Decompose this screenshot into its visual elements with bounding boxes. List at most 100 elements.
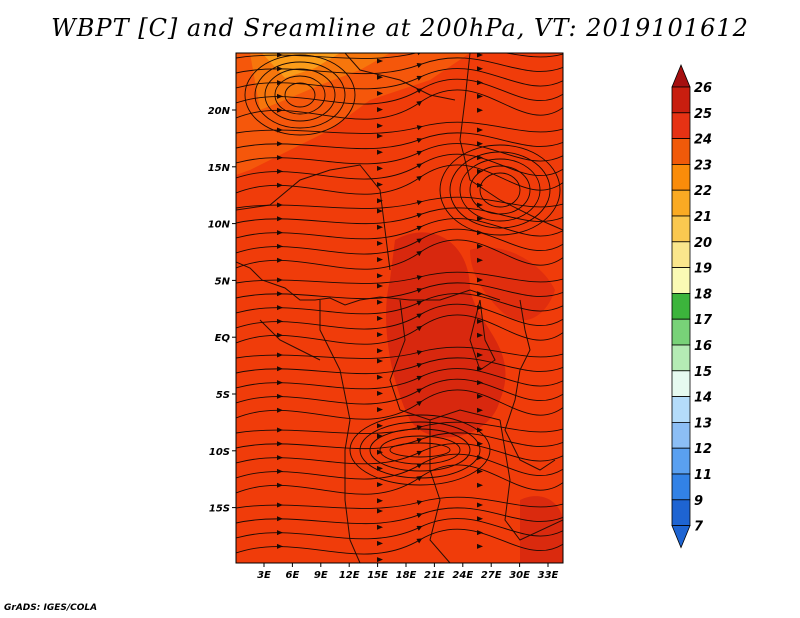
streamline-arrow [277,155,283,161]
streamline [236,196,563,209]
streamline-arrow [277,482,283,488]
streamline-arrow [377,299,383,305]
streamline [236,507,563,525]
streamline-arrow [377,149,383,155]
streamline-arrow [277,393,283,399]
streamline-arrow [377,74,383,80]
streamline [236,518,563,540]
lat-label: EQ [215,333,231,344]
streamline [236,314,563,345]
streamline-arrow [477,257,483,263]
lat-label: 15S [209,504,230,515]
streamline [236,378,563,405]
streamline-arrow [277,455,283,461]
streamline [236,68,563,90]
colorbar-label: 23 [694,158,712,173]
streamline-arrow [277,543,283,549]
streamline-arrow [277,277,283,283]
streamline [236,228,563,255]
streamline-arrow [277,216,283,222]
streamline-loop [349,414,491,486]
streamline [236,346,563,359]
streamline-arrow [277,66,283,72]
colorbar-label: 12 [694,442,712,457]
wbpt-warm-region-2 [470,247,555,321]
colorbar-label: 20 [694,236,712,251]
streamline-loop [459,158,541,222]
lon-label: 18E [396,570,417,581]
lat-label: 10S [209,447,230,458]
streamline-arrow [477,332,483,338]
streamline-arrow [477,502,483,508]
lon-label: 21E [424,570,445,581]
streamline-loop [469,165,531,215]
streamline-arrow [377,332,383,338]
streamline-arrow [377,257,383,263]
lon-label: 3E [257,570,271,581]
streamline-arrow [277,407,283,413]
lat-label: 20N [208,106,231,117]
streamline-loop [449,151,551,229]
streamline [236,207,563,225]
streamline-arrow [277,380,283,386]
streamline-arrow [277,366,283,372]
colorbar-label: 25 [694,107,712,122]
lon-label: 30E [509,570,530,581]
streamline-arrow [277,141,283,147]
lat-label: 10N [208,220,231,231]
streamline-arrow [277,202,283,208]
colorbar-label: 19 [694,262,712,277]
streamline-arrow [377,240,383,246]
streamline-arrow [277,502,283,508]
colorbar-top-triangle [671,63,691,88]
streamline-arrow [377,90,383,96]
streamline-arrow [377,133,383,139]
streamline-arrow [277,441,283,447]
streamline-arrow [377,198,383,204]
streamline-arrow [477,407,483,413]
streamline-arrow [477,243,483,249]
streamline-arrow [277,53,283,58]
colorbar-swatch [671,215,691,243]
streamline-arrow [277,305,283,311]
streamline [236,132,563,150]
colorbar-label: 22 [694,184,712,199]
colorbar-label: 21 [694,210,712,225]
streamline [236,528,563,555]
colorbar-label: 17 [694,313,713,328]
streamline [236,432,563,450]
streamline-arrow [277,127,283,133]
streamline [236,293,563,315]
streamline-arrow [377,224,383,230]
colorbar-label: 13 [694,416,712,431]
streamline [236,78,563,105]
streamline [236,121,563,134]
streamline-arrow [477,107,483,113]
streamline [236,164,563,195]
streamline-arrow [477,141,483,147]
streamline-arrow [477,427,483,433]
colorbar-swatch [671,241,691,269]
streamline [236,153,563,180]
streamline-arrow [277,427,283,433]
streamline-arrow [277,291,283,297]
lat-label: 5S [216,390,230,401]
streamline-loop [359,421,481,479]
streamline-arrow [377,557,383,563]
streamline-loop [284,82,316,108]
streamline [236,443,563,465]
streamlines [236,53,563,563]
streamline-arrow [277,352,283,358]
colorbar-label: 16 [694,339,712,354]
streamline-arrow [477,66,483,72]
streamline-arrow [277,468,283,474]
streamline [236,357,563,375]
footer-credit: GrADS: IGES/COLA [4,603,98,613]
colorbar-label: 26 [694,81,712,96]
streamline-arrow [477,543,483,549]
streamline-arrow [277,243,283,249]
colorbar-bottom-triangle [671,525,691,549]
streamline-arrow [477,366,483,372]
streamline [236,239,563,270]
